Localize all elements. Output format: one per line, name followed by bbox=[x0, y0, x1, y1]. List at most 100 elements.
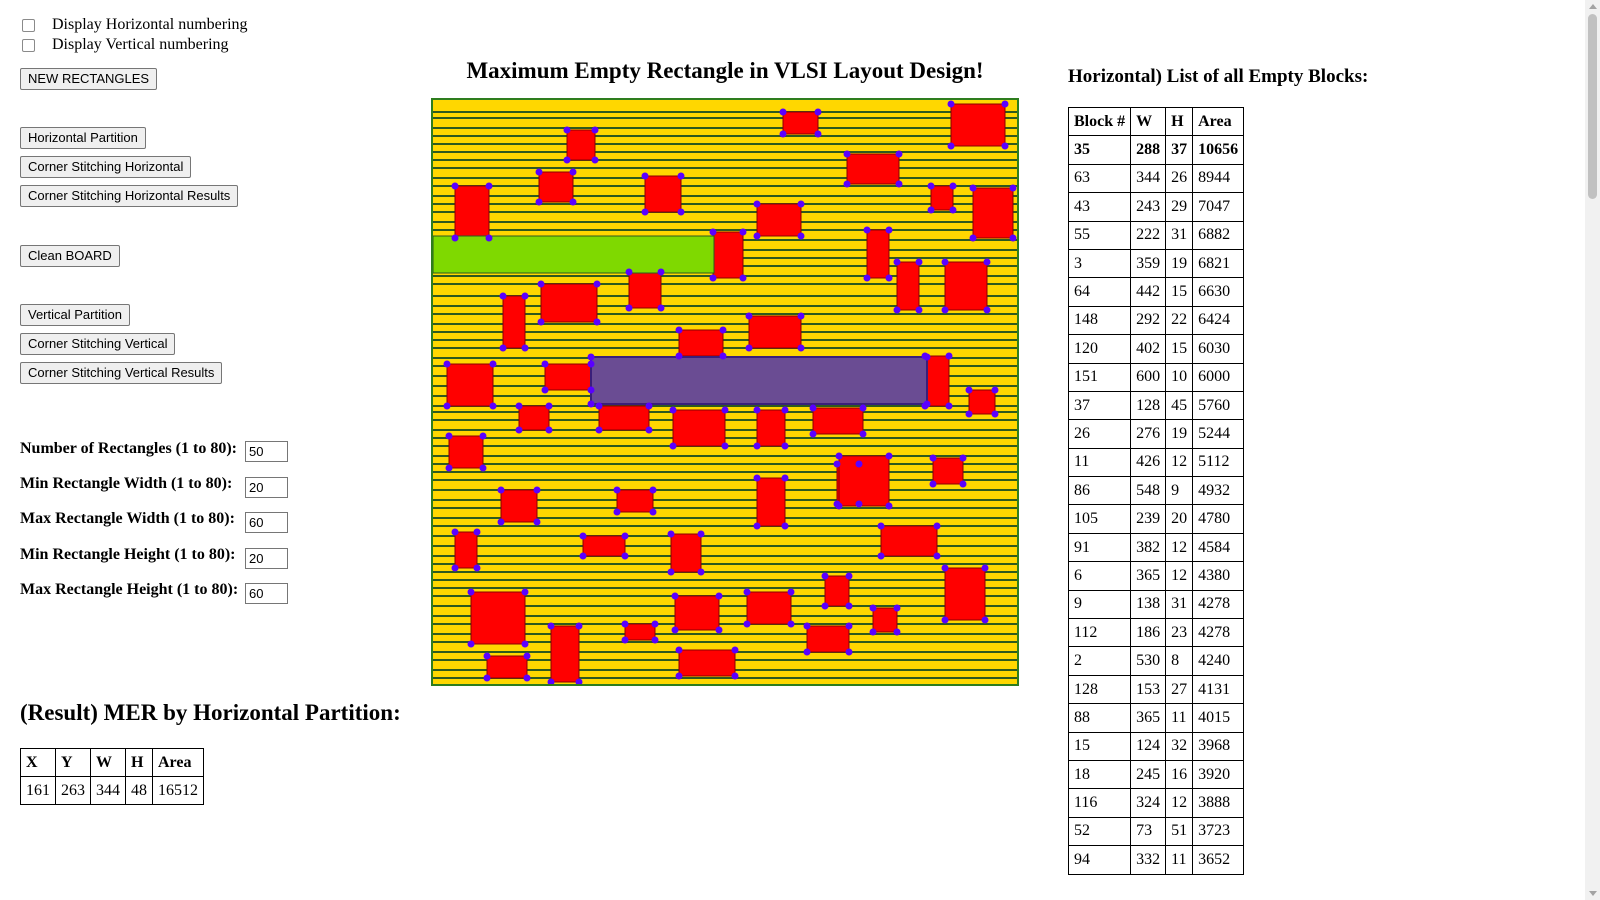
vertex-point bbox=[821, 602, 829, 610]
vertex-point bbox=[991, 386, 999, 394]
obstacle-rectangle bbox=[502, 295, 526, 349]
obstacle-rectangle bbox=[518, 405, 550, 431]
vertex-point bbox=[833, 460, 841, 468]
obstacle-rectangle bbox=[678, 649, 736, 677]
display-horizontal-option[interactable]: Display Horizontal numbering bbox=[20, 16, 248, 34]
empty-block-row: 37 128 45 5760 bbox=[1067, 390, 1245, 421]
vertex-point bbox=[745, 344, 753, 352]
block-height: 12 bbox=[1165, 788, 1194, 818]
vertical-partition-button[interactable]: Vertical Partition bbox=[20, 304, 130, 326]
layout-board[interactable] bbox=[431, 98, 1019, 686]
vertex-point bbox=[657, 268, 665, 276]
obstacle-rectangle bbox=[446, 363, 494, 407]
block-number: 35 bbox=[1067, 135, 1132, 165]
vertex-point bbox=[845, 602, 853, 610]
obstacle-rectangle bbox=[500, 489, 538, 523]
vertex-point bbox=[467, 588, 475, 596]
block-height: 12 bbox=[1165, 447, 1194, 478]
obstacle-rectangle bbox=[812, 407, 864, 435]
block-height: 11 bbox=[1165, 845, 1194, 875]
max-height-label: Max Rectangle Height (1 to 80): bbox=[20, 581, 239, 598]
display-vertical-checkbox[interactable] bbox=[22, 38, 35, 52]
display-horizontal-label: Display Horizontal numbering bbox=[52, 16, 248, 33]
page-scrollbar[interactable] bbox=[1585, 0, 1600, 900]
empty-block-row: 3 359 19 6821 bbox=[1067, 248, 1245, 279]
display-horizontal-checkbox[interactable] bbox=[22, 18, 35, 32]
min-height-label: Min Rectangle Height (1 to 80): bbox=[20, 546, 236, 563]
max-height-input[interactable]: 60 bbox=[245, 583, 288, 604]
obstacle-rectangle bbox=[540, 283, 598, 323]
scrollbar-thumb[interactable] bbox=[1588, 14, 1597, 199]
vertex-point bbox=[803, 622, 811, 630]
empty-block-row: 91 382 12 4584 bbox=[1067, 532, 1245, 563]
empty-block-row: 52 73 51 3723 bbox=[1067, 816, 1245, 847]
vertex-point bbox=[845, 622, 853, 630]
vertex-point bbox=[545, 402, 553, 410]
vertex-point bbox=[797, 232, 805, 240]
obstacle-rectangle bbox=[932, 457, 964, 485]
block-number: 55 bbox=[1067, 220, 1132, 250]
vertex-point bbox=[743, 588, 751, 596]
block-number: 128 bbox=[1067, 674, 1132, 705]
clean-board-button[interactable]: Clean BOARD bbox=[20, 245, 120, 267]
display-vertical-option[interactable]: Display Vertical numbering bbox=[20, 36, 229, 54]
obstacle-rectangle bbox=[846, 153, 900, 185]
block-height: 12 bbox=[1165, 561, 1194, 591]
scroll-down-icon[interactable] bbox=[1589, 891, 1597, 896]
scroll-up-icon[interactable] bbox=[1589, 4, 1597, 9]
vertex-point bbox=[587, 400, 595, 408]
vertex-point bbox=[947, 100, 955, 108]
vertex-point bbox=[445, 432, 453, 440]
empty-block-row: 94 332 11 3652 bbox=[1067, 845, 1245, 875]
block-area: 4932 bbox=[1192, 476, 1245, 506]
vertex-point bbox=[915, 306, 923, 314]
vertex-point bbox=[941, 306, 949, 314]
block-height: 31 bbox=[1165, 220, 1194, 250]
empty-block-row: 148 292 22 6424 bbox=[1067, 305, 1245, 336]
result-header-w: W bbox=[90, 748, 126, 777]
min-height-input[interactable]: 20 bbox=[245, 548, 288, 569]
corner-stitching-vertical-results-button[interactable]: Corner Stitching Vertical Results bbox=[20, 362, 223, 384]
max-width-input[interactable]: 60 bbox=[245, 512, 288, 533]
empty-block-row: 86 548 9 4932 bbox=[1067, 476, 1245, 506]
vertex-point bbox=[587, 386, 595, 394]
new-rectangles-button[interactable]: NEW RECTANGLES bbox=[20, 68, 158, 90]
empty-block-row: 64 442 15 6630 bbox=[1067, 277, 1245, 307]
vertex-point bbox=[595, 426, 603, 434]
block-area: 4131 bbox=[1192, 674, 1245, 705]
corner-stitching-horizontal-button[interactable]: Corner Stitching Horizontal bbox=[20, 156, 192, 178]
vertex-point bbox=[797, 200, 805, 208]
vertex-point bbox=[863, 274, 871, 282]
obstacle-rectangle bbox=[566, 129, 596, 161]
header-block-number: Block # bbox=[1067, 106, 1132, 137]
display-vertical-label: Display Vertical numbering bbox=[52, 36, 229, 53]
corner-stitching-horizontal-results-button[interactable]: Corner Stitching Horizontal Results bbox=[20, 185, 239, 207]
vertex-point bbox=[473, 564, 481, 572]
corner-stitching-vertical-button[interactable]: Corner Stitching Vertical bbox=[20, 333, 176, 355]
vertex-point bbox=[915, 258, 923, 266]
min-width-input[interactable]: 20 bbox=[245, 477, 288, 498]
empty-block-row: 128 153 27 4131 bbox=[1067, 674, 1245, 705]
vertex-point bbox=[497, 486, 505, 494]
block-number: 3 bbox=[1067, 248, 1132, 279]
block-number: 6 bbox=[1067, 561, 1132, 591]
vertex-point bbox=[515, 426, 523, 434]
horizontal-partition-button[interactable]: Horizontal Partition bbox=[20, 127, 146, 149]
result-table: X Y W H Area 161 263 344 48 16512 bbox=[20, 748, 204, 805]
block-number: 9 bbox=[1067, 589, 1132, 620]
num-rectangles-input[interactable]: 50 bbox=[245, 441, 288, 462]
vertex-point bbox=[859, 404, 867, 412]
obstacle-rectangle bbox=[872, 607, 898, 633]
vertex-point bbox=[731, 672, 739, 680]
block-width: 324 bbox=[1130, 788, 1167, 818]
block-height: 11 bbox=[1165, 703, 1194, 733]
block-area: 7047 bbox=[1192, 192, 1245, 222]
vertex-point bbox=[521, 292, 529, 300]
vertex-point bbox=[485, 234, 493, 242]
vertex-point bbox=[651, 636, 659, 644]
vertex-point bbox=[569, 168, 577, 176]
block-height: 45 bbox=[1165, 390, 1194, 421]
block-area: 5760 bbox=[1192, 390, 1245, 421]
vertex-point bbox=[814, 130, 822, 138]
result-row: 161 263 344 48 16512 bbox=[20, 776, 204, 805]
